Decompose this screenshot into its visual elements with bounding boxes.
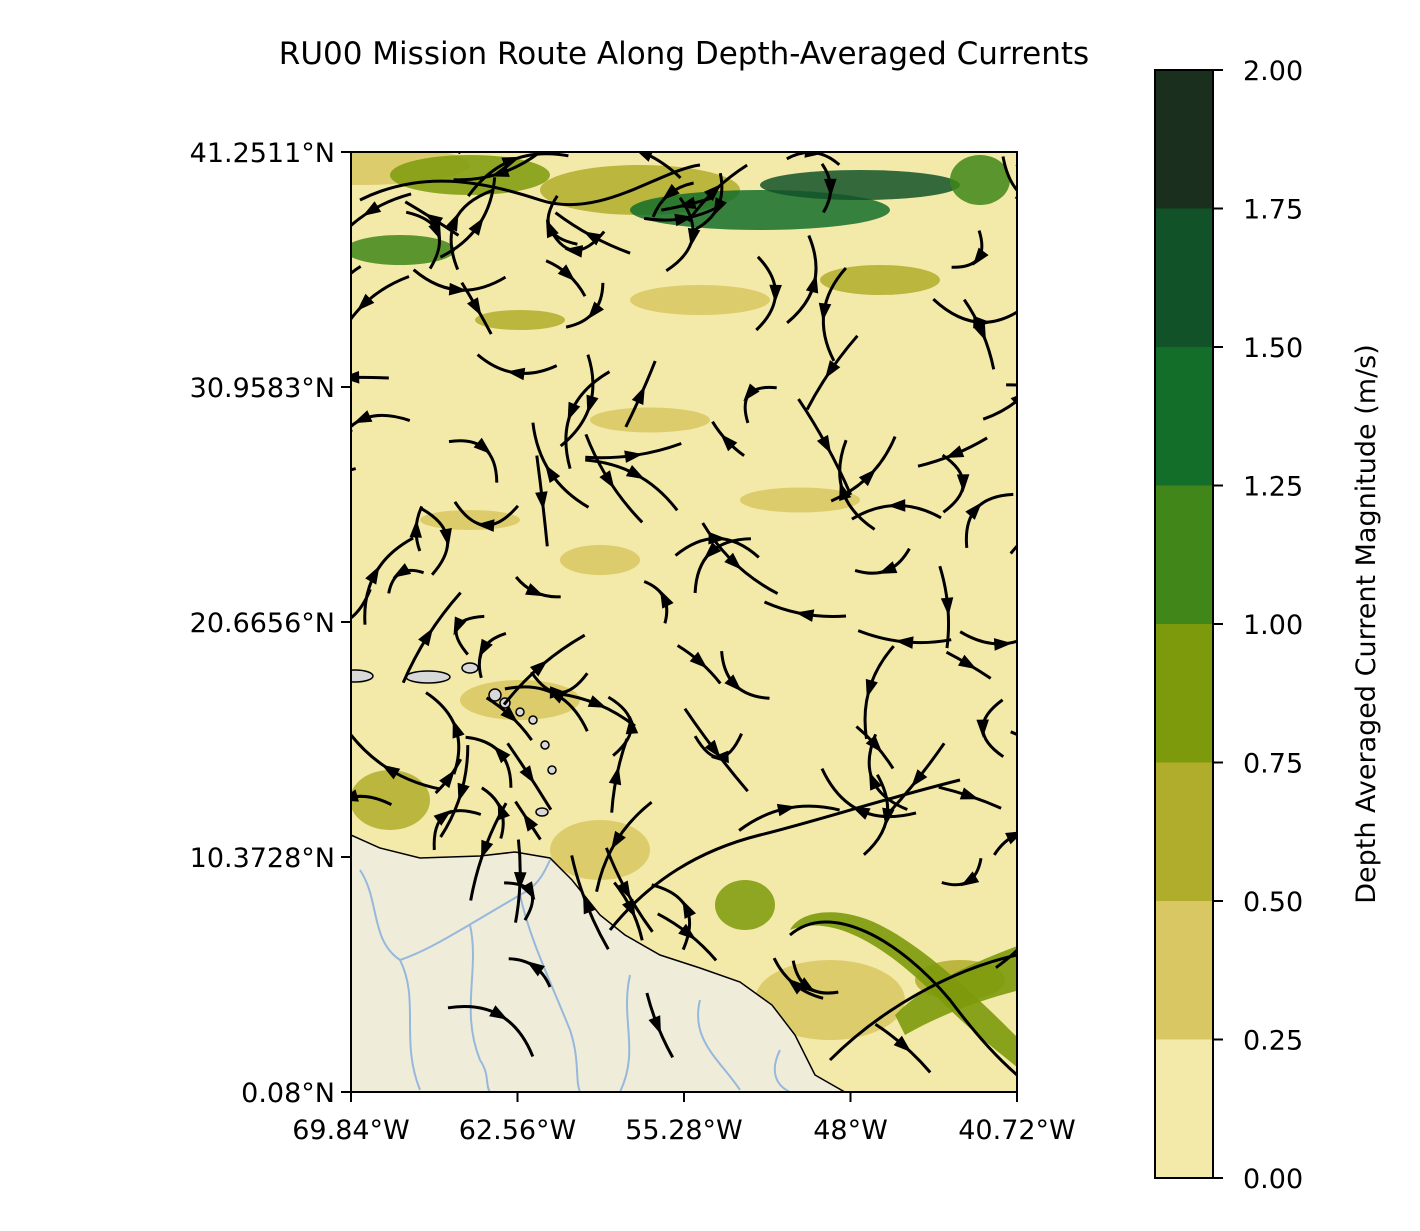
x-tick-label: 40.72°W xyxy=(958,1115,1076,1146)
x-tick-label: 48°W xyxy=(813,1115,888,1146)
y-tick-label: 30.9583°N xyxy=(190,373,335,404)
streamline-arrow xyxy=(1037,748,1052,767)
island xyxy=(529,716,537,724)
y-tick-label: 0.08°N xyxy=(241,1078,335,1109)
x-axis: 69.84°W 62.56°W 55.28°W 48°W 40.72°W xyxy=(292,1092,1076,1146)
streamline-arrow xyxy=(333,614,352,626)
colorbar-block xyxy=(1155,1040,1213,1179)
map-area xyxy=(250,120,1095,1095)
colorbar: 0.00 0.25 0.50 0.75 1.00 1.25 1.50 1.75 2.00 Dep… xyxy=(1155,56,1382,1195)
colorbar-tick-label: 0.75 xyxy=(1243,749,1303,780)
x-tick-label: 62.56°W xyxy=(459,1115,577,1146)
streamline xyxy=(1011,495,1067,553)
streamline-arrow xyxy=(1033,164,1052,177)
chart-title: RU00 Mission Route Along Depth-Averaged … xyxy=(279,36,1089,72)
streamline xyxy=(1011,732,1060,804)
colorbar-block xyxy=(1155,624,1213,763)
colorbar-block xyxy=(1155,901,1213,1040)
streamline xyxy=(1006,385,1095,419)
streamline-arrow xyxy=(1027,517,1044,534)
colorbar-block xyxy=(1155,70,1213,209)
colorbar-blocks xyxy=(1155,70,1213,1178)
island xyxy=(516,708,524,716)
x-tick-label: 69.84°W xyxy=(292,1115,410,1146)
current-band xyxy=(760,170,960,200)
island xyxy=(548,766,556,774)
streamline xyxy=(428,120,461,152)
colorbar-ticks: 0.00 0.25 0.50 0.75 1.00 1.25 1.50 1.75 2.00 xyxy=(1213,56,1303,1195)
colorbar-tick-label: 1.00 xyxy=(1243,610,1303,641)
colorbar-tick-label: 0.00 xyxy=(1243,1164,1303,1195)
colorbar-tick-label: 1.75 xyxy=(1243,195,1303,226)
streamline-arrow xyxy=(309,456,322,475)
streamline-arrow xyxy=(1020,929,1036,947)
streamline-arrow xyxy=(435,133,452,150)
island xyxy=(536,808,548,816)
current-band xyxy=(560,545,640,575)
colorbar-label: Depth Averaged Current Magnitude (m/s) xyxy=(1351,344,1382,904)
island xyxy=(462,663,478,673)
colorbar-block xyxy=(1155,347,1213,486)
y-axis: 0.08°N 10.3728°N 20.6656°N 30.9583°N 41.2511… xyxy=(190,138,351,1109)
current-band xyxy=(350,770,430,830)
colorbar-tick-label: 1.25 xyxy=(1243,472,1303,503)
colorbar-block xyxy=(1155,486,1213,625)
colorbar-tick-label: 2.00 xyxy=(1243,56,1303,87)
current-band xyxy=(550,820,650,880)
current-band xyxy=(950,155,1010,205)
current-band xyxy=(630,285,770,315)
island xyxy=(337,670,373,682)
streamline-arrow xyxy=(329,284,343,303)
colorbar-block xyxy=(1155,209,1213,348)
island xyxy=(406,671,450,683)
streamline-arrow xyxy=(1043,383,1062,395)
y-tick-label: 41.2511°N xyxy=(190,138,335,169)
island xyxy=(541,741,549,749)
streamline-arrow xyxy=(308,462,327,477)
y-tick-label: 10.3728°N xyxy=(190,843,335,874)
streamline xyxy=(308,430,352,520)
colorbar-tick-label: 0.25 xyxy=(1243,1026,1303,1057)
colorbar-block xyxy=(1155,763,1213,902)
y-tick-label: 20.6656°N xyxy=(190,608,335,639)
x-tick-label: 55.28°W xyxy=(625,1115,743,1146)
colorbar-tick-label: 1.50 xyxy=(1243,333,1303,364)
streamline xyxy=(295,432,356,471)
colorbar-tick-label: 0.50 xyxy=(1243,887,1303,918)
current-band xyxy=(715,880,775,930)
streamline xyxy=(1016,165,1071,173)
current-band xyxy=(590,408,710,433)
